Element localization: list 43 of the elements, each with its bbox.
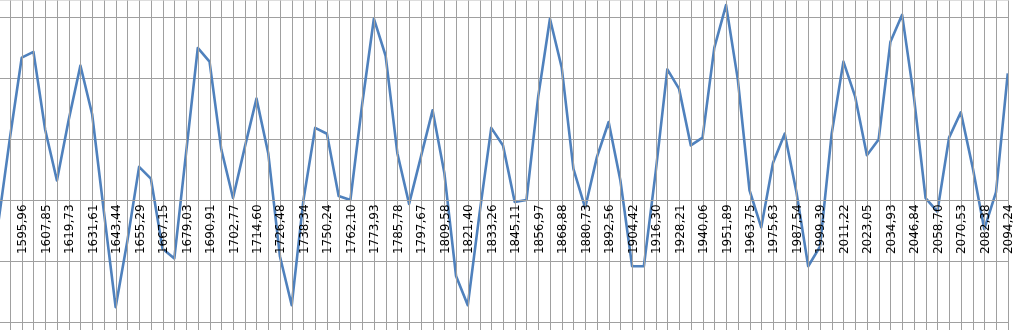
x-tick-label: 1821,40 xyxy=(461,204,476,255)
x-tick-label: 1856,97 xyxy=(531,204,546,255)
x-tick-label: 1916,30 xyxy=(649,204,664,255)
x-tick-label: 1880,73 xyxy=(578,204,593,255)
x-tick-label: 1607,85 xyxy=(38,204,53,255)
x-tick-label: 2058,70 xyxy=(930,204,945,255)
x-tick-label: 2034,93 xyxy=(883,204,898,255)
x-tick-label: 1868,88 xyxy=(555,204,570,255)
x-tick-label: 1928,21 xyxy=(672,204,687,255)
x-tick-label: 2011,22 xyxy=(836,204,851,255)
x-tick-label: 1845,11 xyxy=(508,204,523,255)
x-tick-label: 1762,10 xyxy=(343,204,358,255)
x-tick-label: 1904,42 xyxy=(625,204,640,255)
x-tick-label: 1690,91 xyxy=(203,204,218,255)
x-tick-label: 2046,84 xyxy=(907,204,922,255)
x-tick-label: 2070,53 xyxy=(954,204,969,255)
x-tick-label: 1714,60 xyxy=(249,204,264,255)
x-tick-label: 2023,05 xyxy=(860,204,875,255)
x-tick-label: 1631,61 xyxy=(85,204,100,255)
x-tick-label: 1667,15 xyxy=(156,204,171,255)
x-tick-label: 1987,54 xyxy=(789,204,804,255)
x-tick-label: 1702,77 xyxy=(226,204,241,255)
x-tick-label: 1963,75 xyxy=(743,204,758,255)
x-tick-label: 2082,38 xyxy=(977,204,992,255)
x-tick-label: 1750,24 xyxy=(320,204,335,255)
x-tick-label: 1833,26 xyxy=(484,204,499,255)
x-tick-label: 1619,73 xyxy=(62,204,77,255)
x-tick-label: 1785,78 xyxy=(390,204,405,255)
x-tick-label: 1940,06 xyxy=(696,204,711,255)
x-tick-label: 1797,67 xyxy=(414,204,429,255)
x-tick-label: 1892,56 xyxy=(602,204,617,255)
x-tick-label: 1975,63 xyxy=(766,204,781,255)
x-tick-label: 1999,39 xyxy=(813,204,828,255)
x-tick-label: 1738,34 xyxy=(296,204,311,255)
x-tick-label: 1595,96 xyxy=(15,204,30,255)
x-tick-label: 1679,03 xyxy=(179,204,194,255)
x-tick-label: 1773,93 xyxy=(367,204,382,255)
x-tick-label: 1726,48 xyxy=(273,204,288,255)
x-tick-label: 2094,24 xyxy=(1001,204,1016,255)
x-tick-label: 1643,44 xyxy=(109,204,124,255)
x-tick-label: 1809,58 xyxy=(437,204,452,255)
x-tick-label: 1655,29 xyxy=(132,204,147,255)
x-tick-label: 1951,89 xyxy=(719,204,734,255)
